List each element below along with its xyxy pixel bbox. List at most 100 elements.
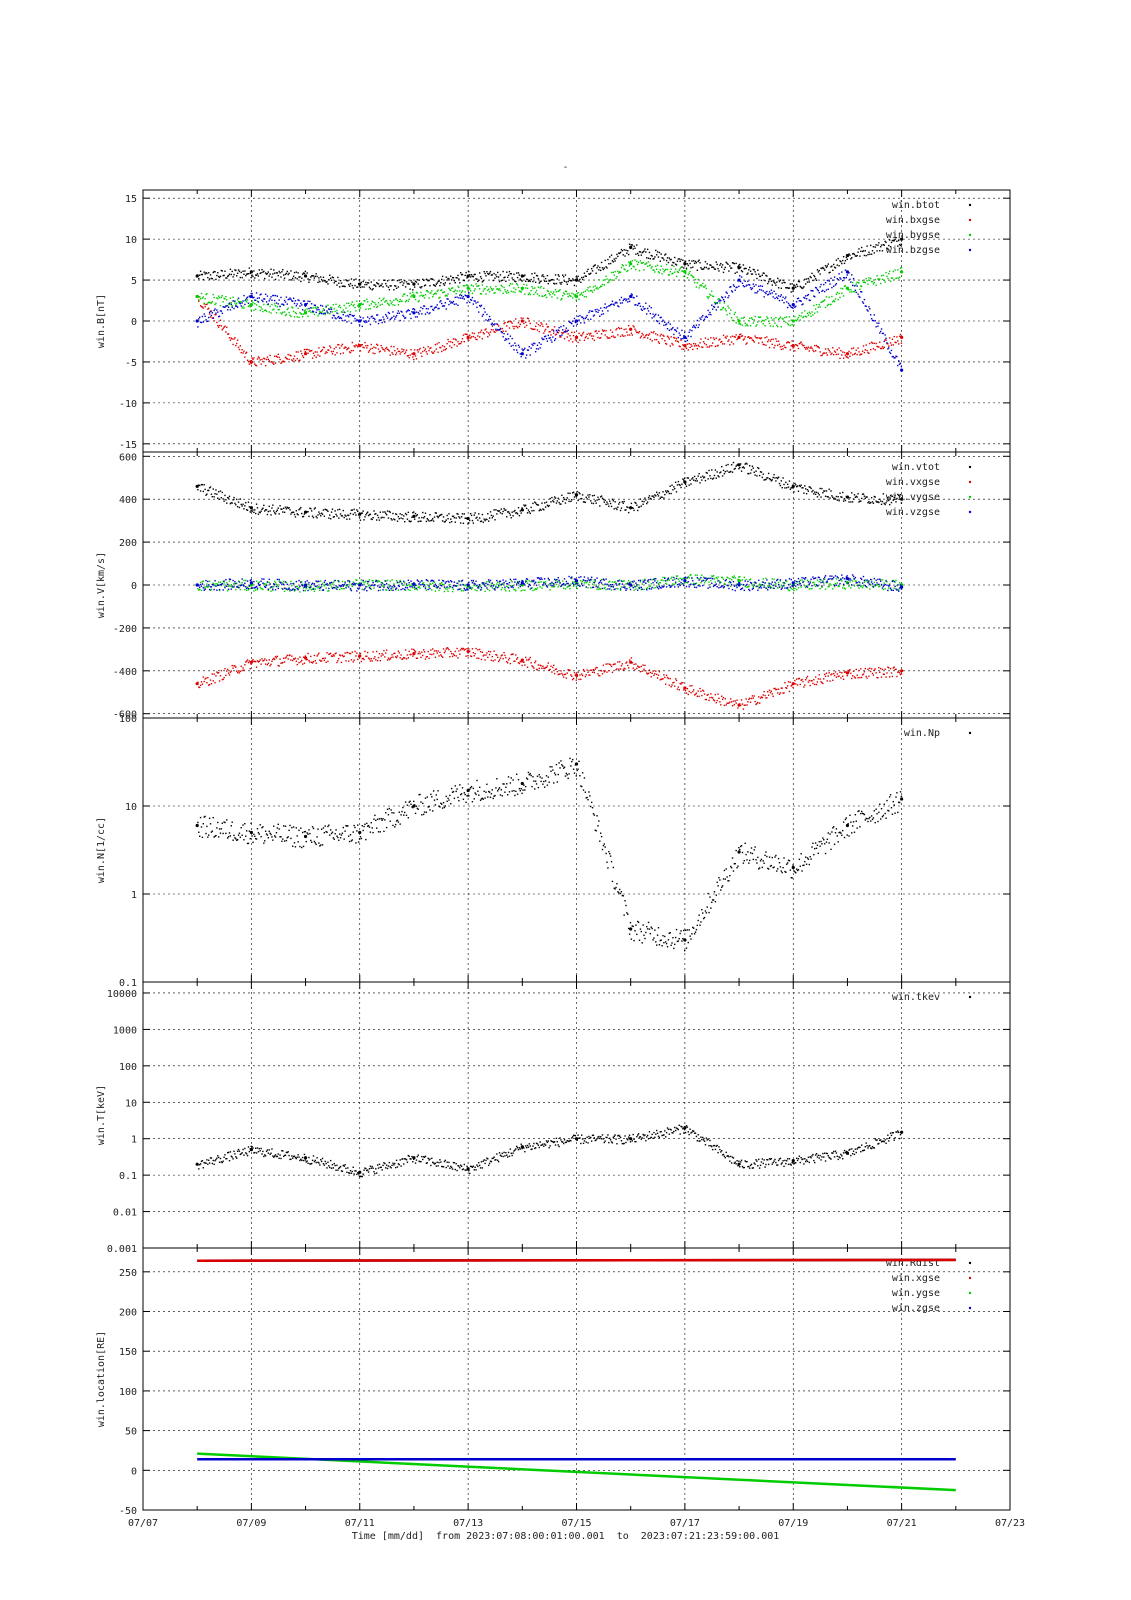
scatter-dot	[344, 652, 346, 654]
scatter-dot	[825, 672, 828, 674]
scatter-dot	[711, 308, 714, 310]
scatter-dot	[592, 286, 595, 288]
scatter-dot	[757, 701, 759, 704]
scatter-dot	[873, 281, 876, 284]
scatter-dot	[295, 351, 298, 353]
scatter-dot	[635, 330, 637, 332]
scatter-dot	[417, 283, 419, 285]
scatter-dot	[731, 705, 734, 707]
scatter-dot	[387, 286, 390, 288]
scatter-dot	[340, 515, 343, 517]
scatter-dot	[392, 304, 394, 306]
scatter-dot	[600, 313, 603, 316]
scatter-dot	[379, 511, 382, 513]
scatter-dot	[695, 286, 698, 288]
scatter-dot	[868, 251, 870, 253]
scatter-dot	[355, 278, 357, 280]
scatter-dot	[641, 500, 643, 503]
scatter-dot	[349, 282, 352, 285]
scatter-dot	[272, 362, 274, 364]
scatter-dot	[581, 494, 584, 496]
scatter-dot	[416, 657, 419, 659]
scatter-dot	[532, 502, 534, 505]
scatter-dot	[506, 325, 508, 327]
scatter-dot	[767, 340, 769, 343]
scatter-dot	[451, 276, 454, 279]
scatter-dot	[879, 667, 882, 670]
scatter-dot	[403, 515, 405, 517]
scatter-dot	[491, 655, 494, 658]
scatter-dot	[682, 259, 684, 262]
scatter-dot	[236, 670, 238, 672]
scatter-dot	[355, 514, 357, 516]
scatter-dot	[306, 302, 308, 305]
scatter-dot	[505, 290, 507, 293]
scatter-dot	[611, 260, 614, 262]
scatter-dot	[796, 684, 799, 686]
scatter-dot	[390, 302, 392, 305]
page-title: -	[562, 162, 569, 173]
scatter-dot	[679, 334, 681, 336]
scatter-dot	[797, 280, 800, 283]
scatter-dot	[783, 692, 785, 694]
scatter-dot	[259, 511, 261, 514]
scatter-dot	[567, 280, 569, 283]
scatter-dot	[602, 664, 605, 666]
scatter-dot	[497, 289, 500, 291]
scatter-dot	[886, 500, 888, 502]
scatter-dot	[587, 671, 589, 673]
scatter-dot	[607, 281, 609, 284]
scatter-dot	[749, 270, 752, 272]
scatter-dot	[290, 298, 292, 301]
scatter-dot	[326, 351, 328, 354]
scatter-dot	[419, 310, 421, 312]
scatter-dot	[895, 236, 897, 239]
scatter-dot	[522, 275, 524, 277]
scatter-dot	[463, 513, 466, 515]
scatter-dot	[676, 340, 679, 342]
scatter-dot	[440, 282, 442, 284]
scatter-dot	[754, 700, 756, 703]
scatter-dot	[240, 351, 242, 354]
scatter-dot	[860, 285, 862, 287]
scatter-dot	[728, 307, 730, 309]
scatter-dot	[473, 300, 475, 302]
scatter-dot	[696, 695, 699, 697]
scatter-dot	[329, 308, 331, 311]
scatter-dot	[287, 273, 289, 276]
legend-label-win.vtot: win.vtot	[892, 462, 940, 473]
scatter-dot	[832, 299, 835, 302]
scatter-dot	[357, 343, 360, 345]
scatter-dot	[221, 312, 223, 315]
scatter-dot	[526, 287, 529, 290]
scatter-dot	[703, 476, 706, 478]
scatter-dot	[558, 501, 560, 504]
scatter-dot	[682, 478, 684, 480]
scatter-dot	[619, 335, 622, 338]
scatter-dot	[615, 277, 617, 280]
scatter-dot	[761, 476, 764, 479]
scatter-dot	[801, 487, 803, 489]
scatter-dot	[279, 305, 281, 308]
scatter-dot	[794, 350, 796, 352]
scatter-dot	[484, 311, 486, 313]
scatter-dot	[795, 678, 798, 680]
scatter-dot	[627, 250, 629, 252]
scatter-dot	[646, 672, 648, 674]
scatter-dot	[752, 283, 755, 285]
scatter-dot	[290, 270, 292, 272]
scatter-dot	[532, 666, 534, 668]
scatter-dot	[499, 327, 502, 330]
scatter-dot	[718, 697, 720, 699]
scatter-dot	[466, 333, 468, 336]
scatter-dot	[638, 302, 641, 305]
scatter-dot	[469, 655, 472, 657]
scatter-dot	[286, 358, 288, 360]
scatter-dot	[415, 281, 418, 283]
scatter-dot	[752, 697, 755, 699]
scatter-dot	[380, 300, 382, 302]
scatter-dot	[459, 517, 461, 519]
scatter-dot	[384, 301, 386, 303]
scatter-dot	[254, 274, 257, 276]
